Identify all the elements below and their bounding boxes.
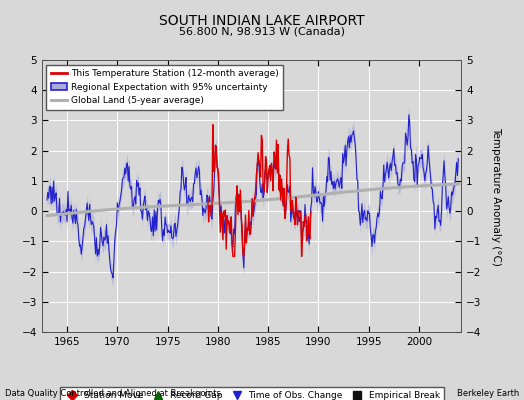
Legend: Station Move, Record Gap, Time of Obs. Change, Empirical Break: Station Move, Record Gap, Time of Obs. C… [60,388,443,400]
Text: Berkeley Earth: Berkeley Earth [456,389,519,398]
Text: SOUTH INDIAN LAKE AIRPORT: SOUTH INDIAN LAKE AIRPORT [159,14,365,28]
Text: Data Quality Controlled and Aligned at Breakpoints: Data Quality Controlled and Aligned at B… [5,389,221,398]
Y-axis label: Temperature Anomaly (°C): Temperature Anomaly (°C) [491,126,501,266]
Text: 56.800 N, 98.913 W (Canada): 56.800 N, 98.913 W (Canada) [179,26,345,36]
